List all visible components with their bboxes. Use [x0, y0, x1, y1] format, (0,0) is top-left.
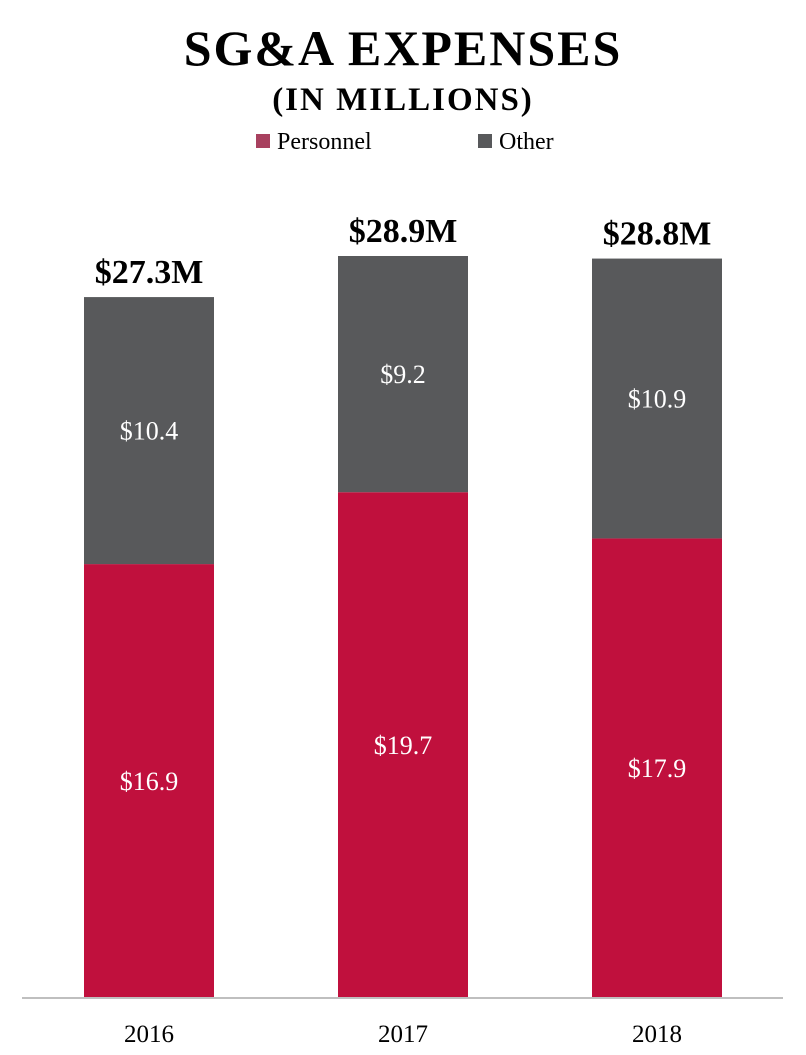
total-label-2016: $27.3M [95, 254, 204, 291]
value-label-personnel-2018: $17.9 [628, 754, 687, 783]
value-label-other-2018: $10.9 [628, 384, 687, 413]
value-label-other-2017: $9.2 [380, 360, 426, 389]
bar-personnel-2016 [84, 564, 214, 998]
bar-personnel-2017 [338, 492, 468, 998]
legend-label-personnel: Personnel [277, 129, 372, 155]
bar-personnel-2018 [592, 538, 722, 998]
x-tick-label-2018: 2018 [632, 1021, 682, 1048]
legend-item-other: Other [478, 126, 554, 158]
x-tick-label-2017: 2017 [378, 1021, 428, 1048]
chart-title: SG&A EXPENSES [183, 20, 623, 76]
chart-subtitle: (IN MILLIONS) [272, 82, 534, 118]
total-label-2017: $28.9M [349, 213, 458, 250]
value-label-other-2016: $10.4 [120, 417, 179, 446]
bar-other-2016 [84, 297, 214, 565]
legend-swatch-personnel [256, 134, 270, 148]
labels-group: $16.9 $10.4 $27.3M 2016 $19.7 $9.2 $28.9M 2017 $… [95, 213, 712, 1048]
bars-group [84, 256, 722, 998]
value-label-personnel-2017: $19.7 [374, 731, 433, 760]
legend-label-other: Other [499, 129, 554, 155]
legend-swatch-other [478, 134, 492, 148]
value-label-personnel-2016: $16.9 [120, 767, 179, 796]
legend: Personnel Other [0, 126, 806, 158]
legend-item-personnel: Personnel [256, 126, 372, 158]
x-tick-label-2016: 2016 [124, 1021, 174, 1048]
bar-other-2017 [338, 256, 468, 493]
bar-other-2018 [592, 258, 722, 539]
total-label-2018: $28.8M [603, 216, 712, 253]
